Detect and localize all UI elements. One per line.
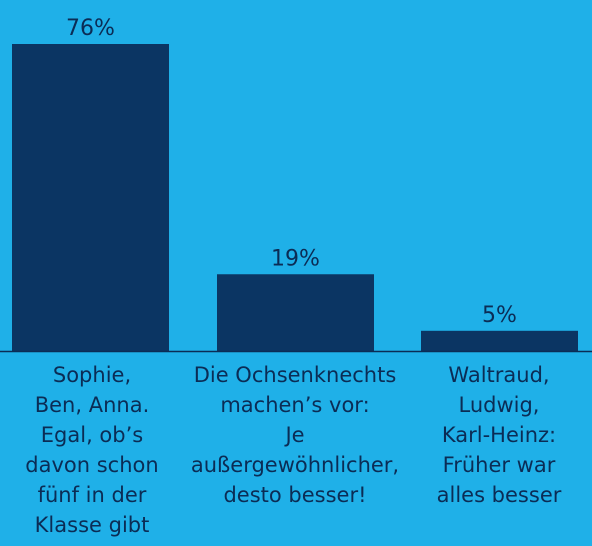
bar-0 [12, 44, 169, 351]
category-label-0: Sophie, Ben, Anna. Egal, ob’s davon scho… [25, 363, 159, 537]
category-label-2: Waltraud, Ludwig, Karl-Heinz: Früher war… [436, 363, 562, 507]
bar-2 [421, 330, 578, 351]
category-labels: Sophie, Ben, Anna. Egal, ob’s davon scho… [0, 360, 592, 546]
bars-layer [12, 44, 578, 351]
bar-1 [217, 274, 374, 351]
category-label-1: Die Ochsenknechts machen’s vor: Je außer… [190, 363, 400, 507]
value-labels-layer: 76% 19% 5% [66, 16, 517, 328]
bar-value-label-1: 19% [271, 246, 320, 271]
bar-value-label-2: 5% [482, 303, 517, 328]
bar-value-label-0: 76% [66, 16, 115, 41]
